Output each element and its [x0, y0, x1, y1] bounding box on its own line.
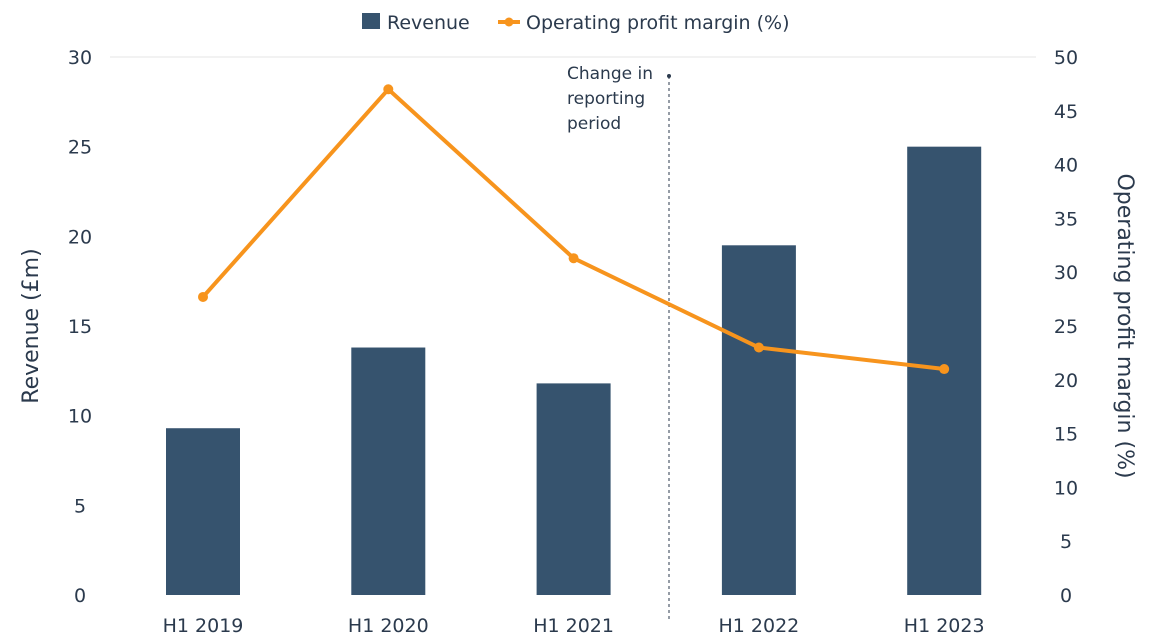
y-tick-label: 5 — [74, 495, 86, 517]
y2-tick-label: 50 — [1054, 47, 1078, 69]
revenue-bar — [166, 428, 240, 595]
y2-tick-label: 40 — [1054, 155, 1078, 177]
y-tick-label: 0 — [74, 585, 86, 607]
margin-point — [568, 253, 579, 264]
margin-point — [939, 364, 950, 375]
y2-tick-label: 10 — [1054, 477, 1078, 499]
x-tick-label: H1 2019 — [163, 615, 244, 637]
legend-revenue-label: Revenue — [387, 12, 470, 34]
legend-margin-marker — [504, 17, 514, 27]
annotation-line-1: Change in — [567, 64, 653, 84]
y-axis-title: Revenue (£m) — [19, 248, 44, 403]
y2-tick-label: 20 — [1054, 370, 1078, 392]
y-tick-label: 20 — [68, 226, 92, 248]
legend-revenue-swatch — [362, 13, 380, 29]
legend: Revenue Operating profit margin (%) — [362, 12, 790, 34]
legend-margin-label: Operating profit margin (%) — [526, 12, 790, 34]
annotation-line-3: period — [567, 114, 621, 134]
y2-tick-label: 25 — [1054, 316, 1078, 338]
margin-point — [753, 342, 764, 353]
x-tick-label: H1 2023 — [904, 615, 985, 637]
y2-tick-label: 0 — [1060, 585, 1072, 607]
y2-axis-title: Operating profit margin (%) — [1112, 173, 1137, 478]
y2-tick-label: 45 — [1054, 101, 1078, 123]
y2-tick-label: 15 — [1054, 424, 1078, 446]
y2-tick-label: 30 — [1054, 262, 1078, 284]
x-tick-label: H1 2021 — [533, 615, 614, 637]
y-tick-label: 30 — [68, 47, 92, 69]
y2-tick-label: 5 — [1060, 531, 1072, 553]
y-tick-label: 15 — [68, 316, 92, 338]
revenue-bar — [721, 245, 796, 596]
x-tick-label: H1 2020 — [348, 615, 429, 637]
margin-point — [198, 291, 208, 302]
revenue-bar — [351, 347, 426, 595]
y-tick-label: 25 — [68, 137, 92, 159]
margin-point — [383, 84, 394, 95]
x-tick-label: H1 2022 — [719, 615, 800, 637]
annotation-line-2: reporting — [567, 89, 645, 109]
revenue-bar — [536, 383, 611, 595]
annotation-text: Change in reporting period — [567, 64, 658, 134]
y-tick-label: 10 — [68, 406, 92, 428]
y2-tick-label: 35 — [1054, 208, 1078, 230]
divider-marker — [667, 74, 671, 78]
